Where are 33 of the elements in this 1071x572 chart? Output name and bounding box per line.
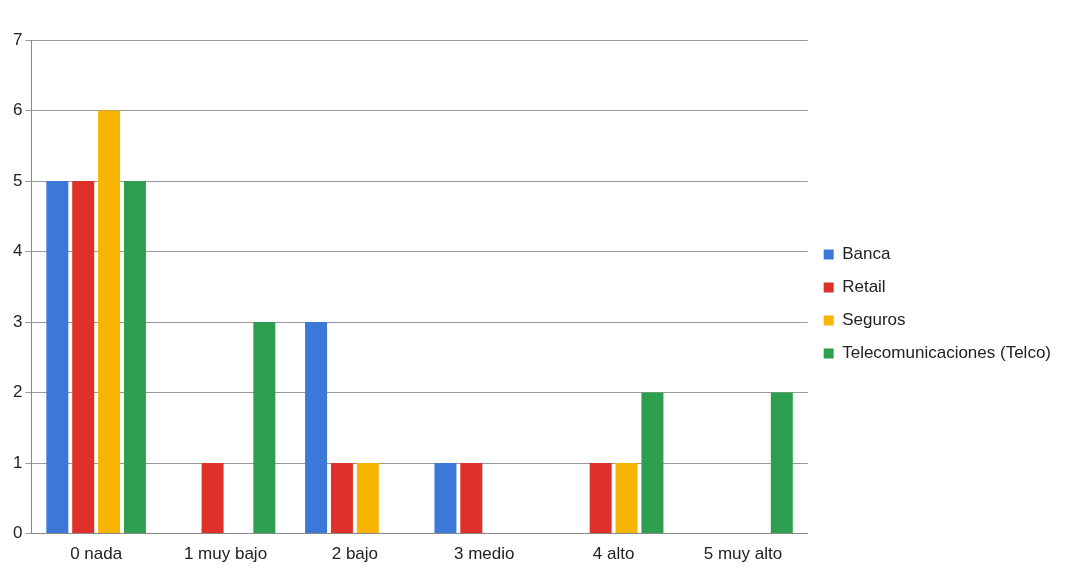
x-tick-label: 0 nada bbox=[70, 544, 123, 564]
x-tick-label: 4 alto bbox=[592, 544, 635, 564]
bar bbox=[356, 463, 379, 534]
bar bbox=[46, 181, 69, 534]
bar bbox=[123, 181, 146, 534]
y-tick-label: 5 bbox=[12, 170, 23, 190]
y-tick-label: 1 bbox=[12, 452, 23, 472]
bar bbox=[253, 322, 276, 534]
legend-label: Banca bbox=[842, 244, 891, 264]
x-tick-label: 5 muy alto bbox=[703, 544, 783, 564]
legend-label: Seguros bbox=[842, 310, 906, 330]
bar bbox=[460, 463, 483, 534]
y-tick-label: 3 bbox=[12, 311, 23, 331]
x-tick-label: 1 muy bajo bbox=[183, 544, 268, 564]
x-tick-label: 2 bajo bbox=[331, 544, 379, 564]
legend-label: Telecomunicaciones (Telco) bbox=[842, 343, 1052, 363]
y-tick-label: 6 bbox=[12, 100, 23, 120]
bar bbox=[641, 392, 664, 534]
legend-label: Retail bbox=[842, 277, 886, 297]
y-tick-label: 7 bbox=[12, 29, 23, 49]
y-tick-label: 0 bbox=[12, 523, 23, 543]
bar bbox=[98, 110, 121, 534]
bar bbox=[589, 463, 612, 534]
bar bbox=[72, 181, 95, 534]
bar bbox=[330, 463, 353, 534]
bar bbox=[305, 322, 328, 534]
bar bbox=[434, 463, 457, 534]
y-tick-label: 4 bbox=[12, 241, 23, 261]
y-tick-label: 2 bbox=[12, 382, 23, 402]
bar bbox=[201, 463, 224, 534]
x-tick-label: 3 medio bbox=[454, 544, 515, 564]
bar bbox=[770, 392, 793, 534]
bar bbox=[615, 463, 638, 534]
